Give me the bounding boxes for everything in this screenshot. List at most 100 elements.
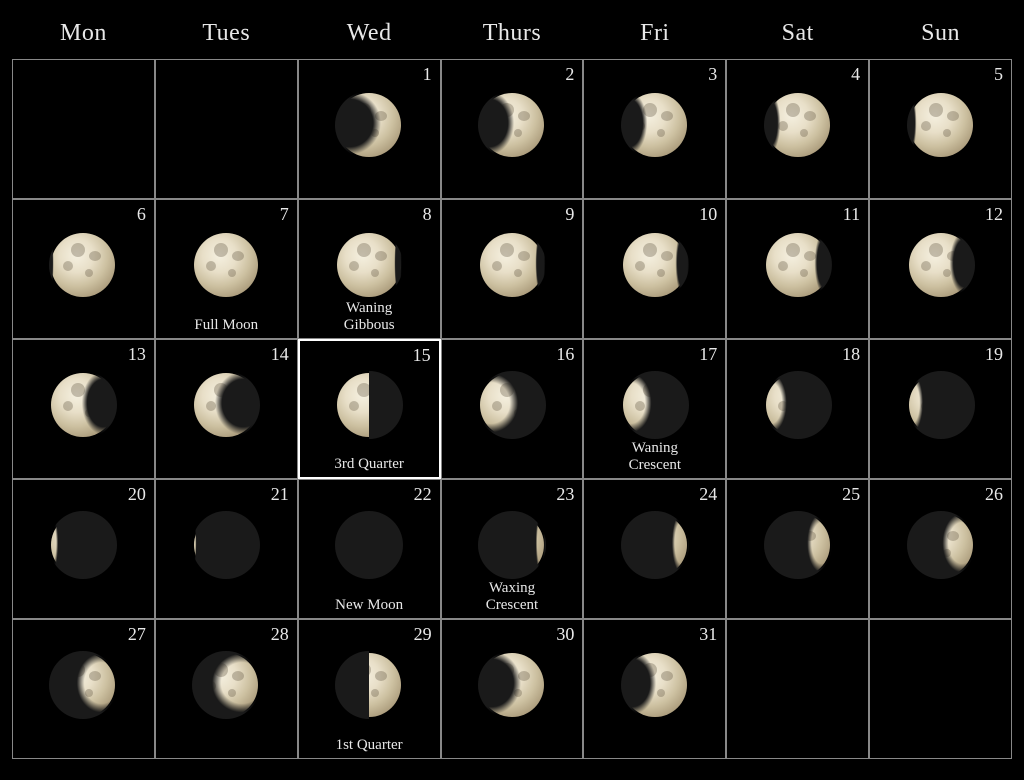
- day-cell: 291st Quarter: [298, 619, 441, 759]
- day-cell: 3: [583, 59, 726, 199]
- day-cell: 12: [869, 199, 1012, 339]
- day-number: 6: [137, 204, 146, 225]
- day-number: 22: [414, 484, 432, 505]
- moon-icon: [337, 233, 401, 297]
- empty-cell: [869, 619, 1012, 759]
- day-number: 1: [423, 64, 432, 85]
- phase-label: Waning Gibbous: [299, 300, 440, 335]
- day-cell: 24: [583, 479, 726, 619]
- moon-icon: [194, 233, 258, 297]
- day-cell: 18: [726, 339, 869, 479]
- day-cell: 13: [12, 339, 155, 479]
- day-cell: 7 Full Moon: [155, 199, 298, 339]
- day-number: 26: [985, 484, 1003, 505]
- moon-icon: [337, 93, 401, 157]
- day-cell: 22 New Moon: [298, 479, 441, 619]
- day-cell: 19: [869, 339, 1012, 479]
- day-number: 30: [556, 624, 574, 645]
- day-cell: 5: [869, 59, 1012, 199]
- moon-icon: [51, 373, 115, 437]
- day-number: 15: [413, 345, 431, 366]
- phase-label: 3rd Quarter: [300, 456, 439, 473]
- day-cell: 14: [155, 339, 298, 479]
- empty-cell: [155, 59, 298, 199]
- moon-icon: [909, 93, 973, 157]
- moon-icon: [766, 93, 830, 157]
- day-number: 13: [128, 344, 146, 365]
- day-number: 11: [843, 204, 860, 225]
- weekday-header: Sat: [726, 12, 869, 59]
- day-number: 28: [271, 624, 289, 645]
- moon-icon: [766, 373, 830, 437]
- moon-icon: [623, 513, 687, 577]
- day-number: 7: [280, 204, 289, 225]
- weekday-header: Fri: [583, 12, 726, 59]
- empty-cell: [12, 59, 155, 199]
- moon-icon: [194, 653, 258, 717]
- day-cell: 6: [12, 199, 155, 339]
- day-number: 2: [565, 64, 574, 85]
- phase-label: Full Moon: [156, 317, 297, 334]
- day-number: 27: [128, 624, 146, 645]
- moon-icon: [51, 653, 115, 717]
- day-cell: 1: [298, 59, 441, 199]
- day-cell: 15 3rd Quarter: [298, 339, 441, 479]
- moon-icon: [909, 373, 973, 437]
- weekday-header: Sun: [869, 12, 1012, 59]
- day-number: 16: [556, 344, 574, 365]
- day-cell: 20: [12, 479, 155, 619]
- moon-icon: [480, 93, 544, 157]
- day-cell: 23Waxing Crescent: [441, 479, 584, 619]
- day-cell: 30: [441, 619, 584, 759]
- day-cell: 25: [726, 479, 869, 619]
- moon-icon: [909, 513, 973, 577]
- day-cell: 11: [726, 199, 869, 339]
- day-cell: 31: [583, 619, 726, 759]
- moon-icon: [194, 373, 258, 437]
- weekday-header: Thurs: [441, 12, 584, 59]
- day-number: 14: [271, 344, 289, 365]
- moon-icon: [623, 233, 687, 297]
- day-number: 18: [842, 344, 860, 365]
- moon-icon: [623, 373, 687, 437]
- phase-label: New Moon: [299, 597, 440, 614]
- day-number: 10: [699, 204, 717, 225]
- moon-icon: [623, 93, 687, 157]
- moon-icon: [766, 513, 830, 577]
- moon-icon: [766, 233, 830, 297]
- moon-icon: [337, 513, 401, 577]
- day-number: 21: [271, 484, 289, 505]
- phase-label: Waning Crescent: [584, 440, 725, 475]
- day-number: 25: [842, 484, 860, 505]
- day-number: 17: [699, 344, 717, 365]
- day-cell: 27: [12, 619, 155, 759]
- day-number: 29: [414, 624, 432, 645]
- day-number: 4: [851, 64, 860, 85]
- moon-icon: [480, 513, 544, 577]
- moon-icon: [337, 373, 401, 437]
- day-cell: 9: [441, 199, 584, 339]
- day-cell: 16: [441, 339, 584, 479]
- moon-icon: [909, 233, 973, 297]
- moon-icon: [480, 233, 544, 297]
- weekday-header: Tues: [155, 12, 298, 59]
- day-number: 12: [985, 204, 1003, 225]
- day-number: 31: [699, 624, 717, 645]
- day-number: 5: [994, 64, 1003, 85]
- day-cell: 21: [155, 479, 298, 619]
- day-number: 8: [423, 204, 432, 225]
- day-cell: 8 Waning Gibbous: [298, 199, 441, 339]
- day-number: 9: [565, 204, 574, 225]
- moon-icon: [623, 653, 687, 717]
- day-number: 24: [699, 484, 717, 505]
- day-number: 20: [128, 484, 146, 505]
- moon-calendar-grid: MonTuesWedThursFriSatSun1234567Full Moon…: [12, 12, 1012, 759]
- moon-icon: [51, 513, 115, 577]
- day-cell: 4: [726, 59, 869, 199]
- day-cell: 28: [155, 619, 298, 759]
- day-cell: 10: [583, 199, 726, 339]
- day-cell: 17 Waning Crescent: [583, 339, 726, 479]
- day-number: 3: [708, 64, 717, 85]
- empty-cell: [726, 619, 869, 759]
- day-number: 23: [556, 484, 574, 505]
